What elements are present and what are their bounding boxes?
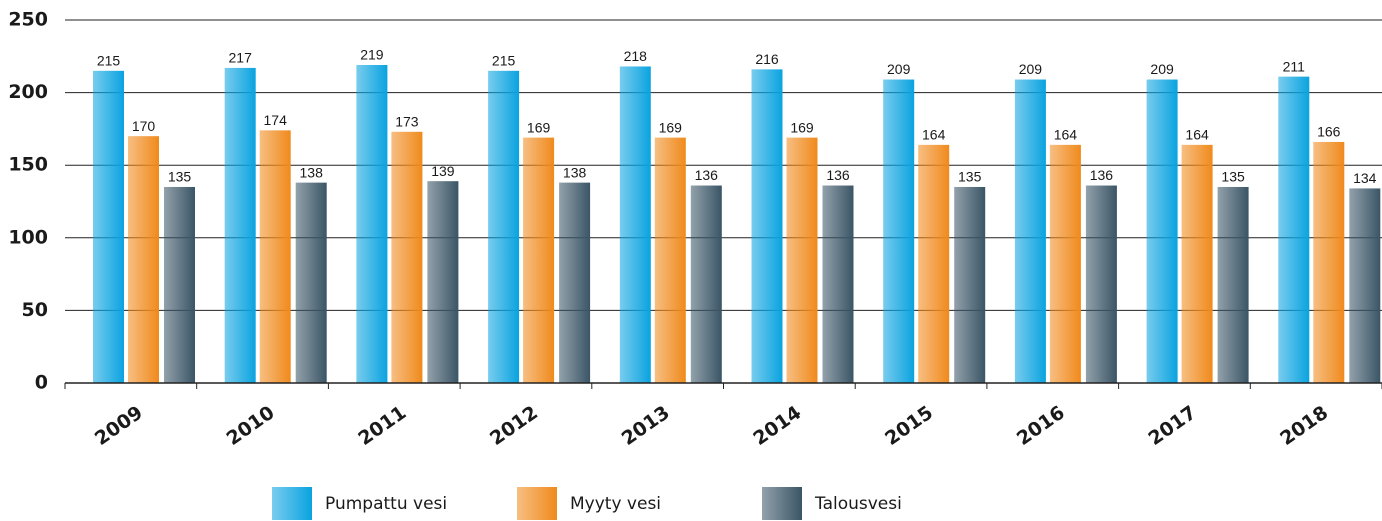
data-label: 218: [624, 48, 648, 64]
data-label: 136: [695, 167, 719, 183]
legend-label: Myyty vesi: [570, 494, 661, 514]
bar: [559, 182, 591, 383]
bar: [786, 137, 818, 383]
data-label: 164: [1185, 127, 1209, 143]
data-label: 169: [659, 119, 683, 135]
data-label: 135: [1221, 169, 1245, 185]
data-label: 209: [887, 61, 911, 77]
bar: [391, 131, 423, 383]
data-label: 136: [1090, 167, 1114, 183]
bar: [1217, 186, 1249, 383]
x-tick-label: 2016: [1013, 402, 1069, 450]
data-label: 136: [826, 167, 850, 183]
data-label: 169: [527, 119, 551, 135]
data-label: 217: [229, 50, 253, 66]
bar: [356, 65, 388, 384]
bar: [1049, 144, 1081, 383]
data-label: 139: [431, 163, 455, 179]
bar: [488, 70, 520, 383]
bar: [1085, 185, 1117, 383]
data-label: 211: [1283, 58, 1306, 74]
x-tick-label: 2017: [1145, 402, 1201, 450]
legend-label: Pumpattu vesi: [325, 494, 447, 514]
bar: [259, 130, 291, 383]
data-label: 138: [300, 164, 324, 180]
data-label: 174: [264, 112, 288, 128]
bar: [1349, 188, 1381, 383]
bar: [619, 66, 651, 384]
y-tick-label: 250: [8, 9, 48, 31]
data-label: 170: [132, 118, 156, 134]
y-tick-label: 200: [8, 81, 48, 103]
data-label: 219: [360, 47, 384, 63]
x-tick-label: 2018: [1276, 402, 1332, 450]
x-tick-label: 2010: [223, 402, 279, 450]
bar: [883, 79, 915, 384]
data-label: 209: [1150, 61, 1174, 77]
data-label: 135: [958, 169, 982, 185]
y-tick-label: 0: [35, 372, 48, 394]
legend-swatch: [272, 487, 312, 520]
y-tick-label: 150: [8, 154, 48, 176]
y-tick-label: 50: [22, 299, 48, 321]
bar: [690, 185, 722, 383]
bar: [224, 67, 256, 383]
data-label: 215: [492, 53, 516, 69]
bar: [1146, 79, 1178, 384]
bar: [1181, 144, 1213, 383]
x-tick-label: 2012: [486, 402, 542, 450]
x-tick-label: 2014: [749, 402, 805, 450]
bar: [295, 182, 327, 383]
bar: [427, 181, 459, 383]
bar: [822, 185, 854, 383]
bar: [1313, 141, 1345, 383]
bar: [751, 69, 783, 384]
bar: [654, 137, 686, 383]
bar: [1014, 79, 1046, 384]
data-label: 135: [168, 169, 192, 185]
legend-label: Talousvesi: [814, 494, 902, 514]
bar: [128, 136, 159, 383]
x-tick-label: 2011: [354, 402, 410, 450]
data-label: 164: [1054, 127, 1078, 143]
x-tick-label: 2015: [881, 402, 937, 450]
legend-swatch: [762, 487, 802, 520]
data-label: 138: [563, 164, 587, 180]
bar: [918, 144, 950, 383]
bar: [164, 186, 195, 383]
y-tick-label: 100: [8, 226, 48, 248]
data-label: 215: [97, 53, 121, 69]
data-label: 164: [922, 127, 946, 143]
bar: [1278, 76, 1310, 384]
x-tick-label: 2009: [91, 402, 147, 450]
bar: [523, 137, 555, 383]
data-label: 209: [1019, 61, 1043, 77]
bar: [93, 70, 124, 383]
data-label: 134: [1353, 170, 1377, 186]
bar: [954, 186, 986, 383]
x-tick-label: 2013: [618, 402, 674, 450]
legend-swatch: [517, 487, 557, 520]
data-label: 169: [790, 119, 814, 135]
data-label: 216: [755, 51, 779, 67]
data-label: 166: [1317, 124, 1341, 140]
data-label: 173: [395, 114, 419, 130]
